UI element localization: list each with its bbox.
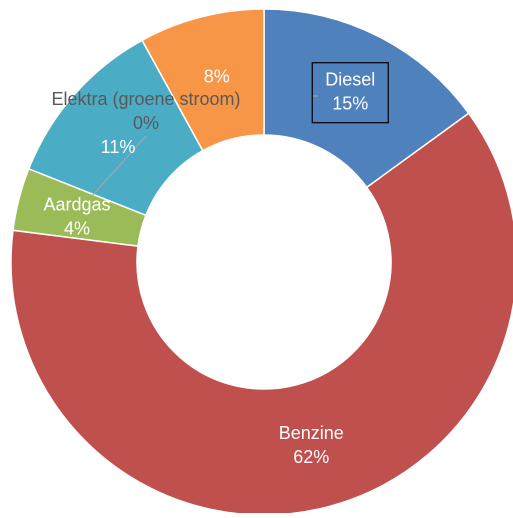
slices-group (10, 8, 513, 516)
value-benzine: 62% (293, 447, 329, 467)
data-labels: Diesel 15% Benzine 62% Aardgas 4% 11% Elektra (… (43, 62, 389, 467)
value-series-6: 8% (204, 67, 230, 87)
value-aardgas: 4% (64, 218, 90, 238)
slice-benzine (10, 112, 513, 516)
leader-line (91, 135, 147, 197)
label-aardgas: Aardgas (43, 194, 110, 214)
value-series-4: 11% (101, 137, 136, 157)
label-elektra-groene-stroom: Elektra (groene stroom) (51, 89, 240, 109)
slice-series-6 (141, 8, 265, 152)
label-diesel: Diesel (325, 69, 375, 89)
slice-diesel (263, 8, 470, 189)
value-diesel: 15% (332, 93, 368, 113)
leader-lines (91, 95, 318, 197)
label-box-diesel (311, 62, 389, 124)
value-elektra-groene-stroom: 0% (133, 113, 159, 133)
label-benzine: Benzine (279, 423, 344, 443)
